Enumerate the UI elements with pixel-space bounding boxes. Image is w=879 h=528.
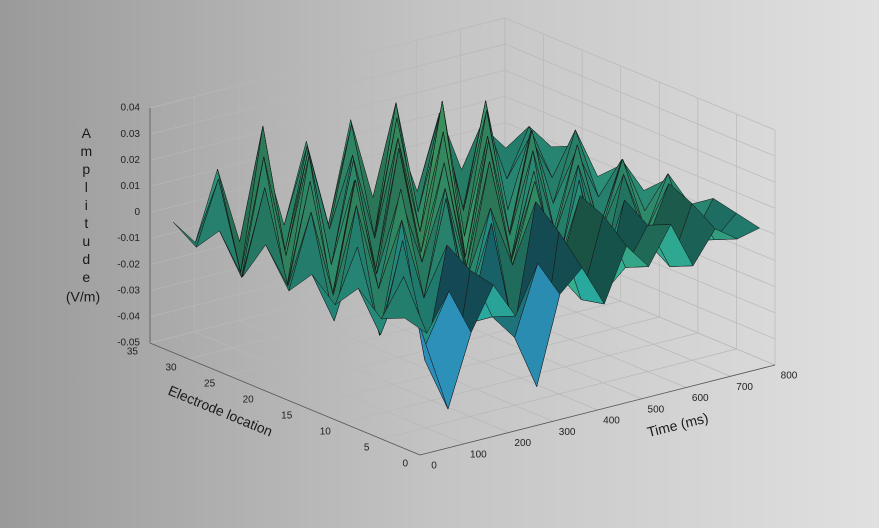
floor-grid-line	[194, 331, 465, 445]
z-tick-label: 0	[134, 207, 140, 218]
y-tick-label: 0	[402, 459, 408, 470]
x-tick-label: 400	[603, 416, 620, 427]
z-tick-label: 0.01	[121, 181, 141, 192]
z-tick-label: -0.02	[117, 259, 140, 270]
floor-grid-line	[381, 348, 737, 440]
floor-grid-line	[304, 316, 660, 408]
wall-grid-line	[504, 43, 776, 157]
wall-grid-line	[504, 69, 776, 183]
x-tick-label: 100	[470, 449, 487, 460]
z-tick-label: 0.04	[121, 103, 141, 114]
y-tick-label: 30	[165, 363, 177, 374]
y-tick-label: 25	[204, 379, 216, 390]
y-tick-label: 15	[281, 411, 293, 422]
z-tick-label: 0.02	[121, 155, 141, 166]
z-tick-label: 0.03	[121, 129, 141, 140]
x-tick-label: 0	[431, 461, 437, 472]
z-axis-label: Amplitude	[78, 125, 94, 287]
floor-grid-line	[238, 320, 509, 433]
wall-grid-line	[149, 69, 506, 161]
wall-grid-line	[149, 43, 506, 135]
x-tick-label: 700	[736, 382, 753, 393]
axis-line	[419, 364, 776, 456]
wall-grid-line	[149, 95, 506, 187]
floor-grid-line	[282, 308, 554, 422]
x-tick-label: 200	[514, 438, 531, 449]
wall-grid-line	[504, 96, 776, 209]
x-tick-label: 800	[781, 371, 798, 382]
y-tick-label: 35	[127, 347, 139, 358]
z-tick-label: -0.04	[117, 312, 140, 323]
axis-line	[149, 342, 421, 456]
wall-grid-line	[149, 17, 506, 109]
wall-grid-line	[504, 17, 776, 131]
x-tick-label: 500	[648, 404, 665, 415]
z-tick-label: -0.03	[117, 285, 140, 296]
surface-patch	[381, 276, 428, 334]
y-axis-label: Electrode location	[166, 382, 275, 439]
y-tick-label: 20	[243, 395, 255, 406]
z-tick-label: -0.01	[117, 233, 140, 244]
y-tick-label: 10	[320, 427, 332, 438]
y-tick-label: 5	[364, 443, 370, 454]
x-tick-label: 300	[559, 427, 576, 438]
z-tick-label: -0.05	[117, 338, 140, 349]
x-tick-label: 600	[692, 393, 709, 404]
z-axis-unit: (V/m)	[66, 289, 100, 305]
floor-grid-line	[342, 332, 698, 424]
